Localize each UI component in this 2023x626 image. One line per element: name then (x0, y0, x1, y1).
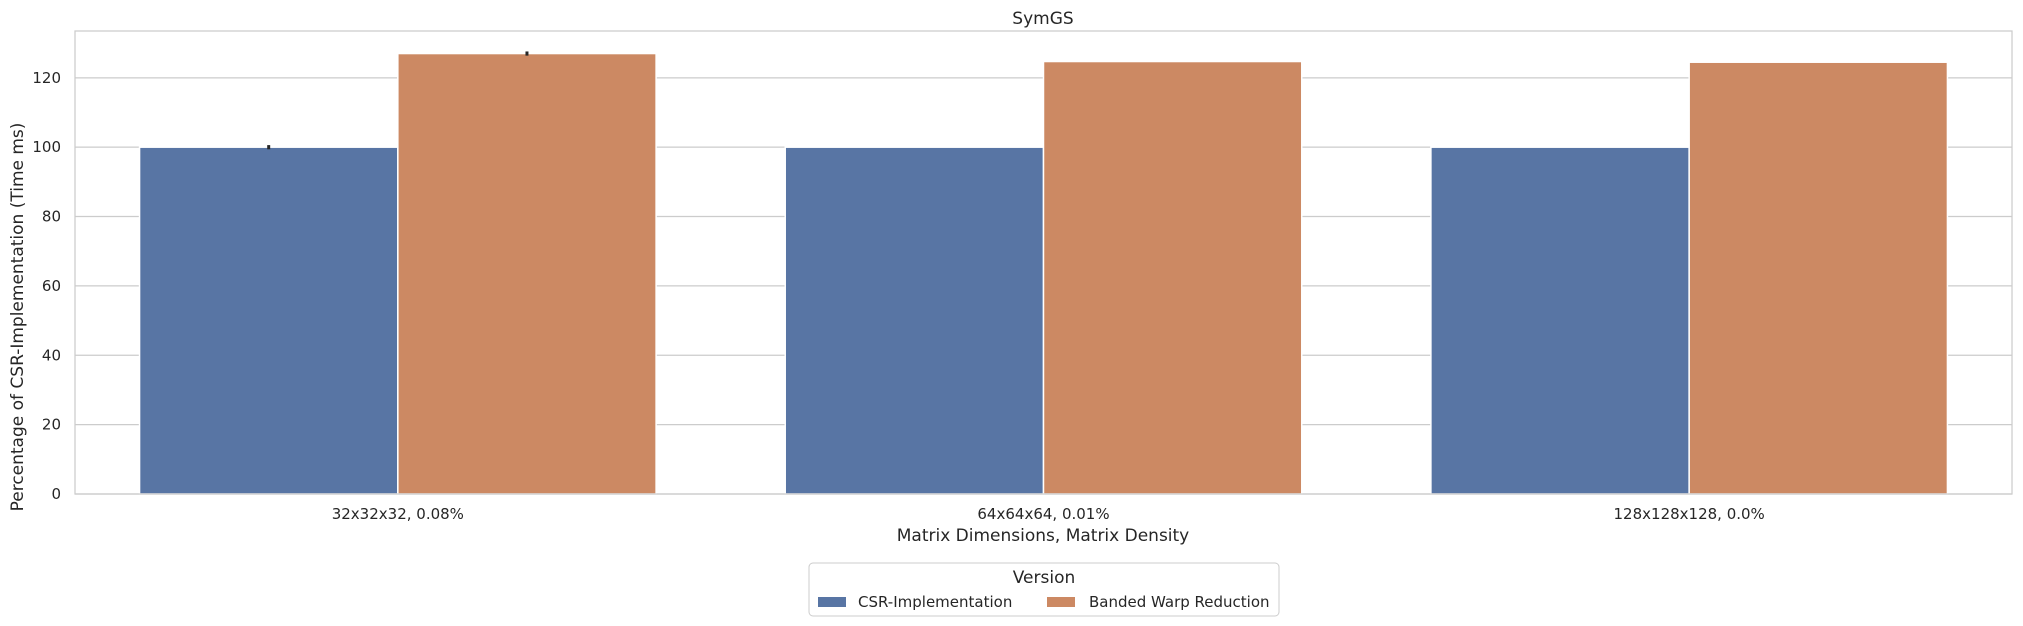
bar-csr-implementation (1430, 146, 1690, 495)
y-tick-label: 80 (42, 208, 61, 226)
y-tick-label: 20 (42, 416, 61, 434)
x-axis-title: Matrix Dimensions, Matrix Density (897, 526, 1190, 546)
bars (138, 52, 1949, 495)
x-tick-label: 32x32x32, 0.08% (332, 505, 464, 523)
bar-banded-warp-reduction (1688, 61, 1949, 495)
legend: Version CSR-Implementation Banded Warp R… (808, 562, 1280, 617)
bar-csr-implementation (784, 146, 1045, 495)
bar-csr-implementation (138, 146, 399, 495)
legend-label-csr-implementation: CSR-Implementation (858, 593, 1012, 611)
legend-swatch-banded-warp-reduction (1047, 597, 1075, 607)
x-tick-label: 128x128x128, 0.0% (1614, 505, 1765, 523)
y-tick-labels: 0 20 40 60 80 100 120 (32, 69, 61, 503)
legend-label-banded-warp-reduction: Banded Warp Reduction (1089, 593, 1270, 611)
bar-banded-warp-reduction (1042, 60, 1303, 495)
legend-swatch-csr-implementation (818, 597, 846, 607)
y-tick-label: 60 (42, 277, 61, 295)
x-tick-labels: 32x32x32, 0.08% 64x64x64, 0.01% 128x128x12… (332, 505, 1765, 523)
plot-frame (74, 30, 2013, 495)
y-tick-label: 0 (51, 485, 61, 503)
x-tick-label: 64x64x64, 0.01% (977, 505, 1109, 523)
legend-title: Version (1013, 568, 1076, 588)
y-tick-label: 120 (32, 69, 61, 87)
bar-banded-warp-reduction (397, 52, 657, 495)
error-bars (267, 51, 529, 150)
legend-frame (808, 562, 1280, 617)
y-tick-label: 100 (32, 138, 61, 156)
y-axis-title: Percentage of CSR-Implementation (Time m… (8, 123, 28, 512)
chart-title: SymGS (1012, 9, 1073, 29)
y-tick-label: 40 (42, 346, 61, 364)
